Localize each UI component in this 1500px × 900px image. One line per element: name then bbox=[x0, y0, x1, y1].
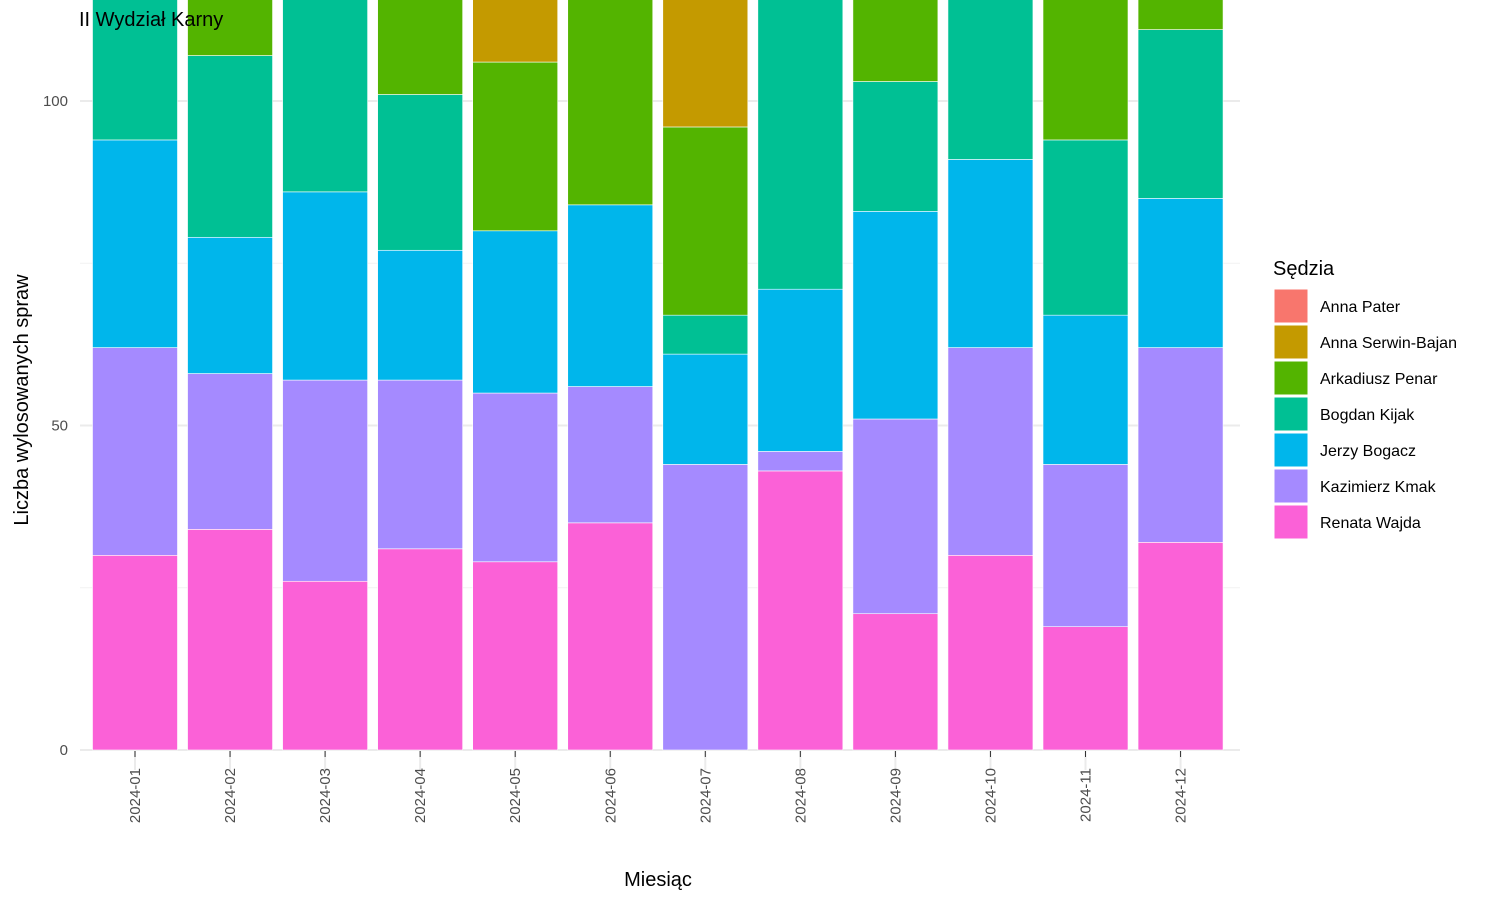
bar-segment bbox=[472, 61, 559, 232]
x-tick-label: 2024-03 bbox=[317, 768, 334, 823]
x-tick-label: 2024-02 bbox=[222, 768, 239, 823]
bar-segment bbox=[757, 470, 844, 751]
bar-segment bbox=[472, 561, 559, 751]
bar-segment bbox=[757, 0, 844, 290]
bar-segment bbox=[947, 0, 1034, 160]
bar-segment bbox=[187, 55, 273, 238]
bar-segment bbox=[377, 0, 463, 95]
legend-swatch bbox=[1273, 468, 1309, 504]
bar-segment bbox=[852, 418, 939, 615]
bar-segment bbox=[567, 522, 654, 751]
bar-segment bbox=[377, 548, 463, 751]
bar-segment bbox=[377, 249, 463, 381]
bar-segment bbox=[472, 0, 559, 63]
x-tick-label: 2024-12 bbox=[1173, 768, 1190, 823]
x-tick-label: 2024-08 bbox=[792, 768, 809, 823]
bar-segment bbox=[662, 314, 749, 355]
bar-segment bbox=[1137, 347, 1224, 543]
x-tick-label: 2024-07 bbox=[697, 768, 714, 823]
bar-segment bbox=[377, 94, 463, 251]
bar-segment bbox=[1137, 542, 1224, 751]
bar-segment bbox=[1137, 198, 1224, 348]
bar-segment bbox=[282, 0, 368, 193]
legend: Sędzia Anna Pater Anna Serwin-Bajan Arkadi… bbox=[1273, 258, 1457, 540]
bars bbox=[92, 0, 1224, 751]
bar-segment bbox=[282, 191, 368, 381]
bar-segment bbox=[187, 0, 273, 56]
bar-segment bbox=[92, 139, 178, 348]
bar-segment bbox=[1137, 0, 1224, 30]
bar-segment bbox=[1042, 464, 1129, 627]
bar-segment bbox=[187, 373, 273, 530]
bar-segment bbox=[947, 159, 1034, 348]
legend-label: Arkadiusz Penar bbox=[1320, 371, 1438, 388]
bar-segment bbox=[377, 379, 463, 550]
bar-segment bbox=[282, 379, 368, 582]
bar-segment bbox=[187, 529, 273, 751]
legend-label: Anna Pater bbox=[1320, 299, 1401, 316]
legend-title: Sędzia bbox=[1273, 258, 1335, 280]
legend-label: Renata Wajda bbox=[1320, 515, 1421, 532]
x-tick-label: 2024-04 bbox=[412, 768, 429, 823]
bar-segment bbox=[567, 204, 654, 387]
bar-segment bbox=[757, 451, 844, 472]
legend-swatch bbox=[1273, 432, 1309, 468]
x-axis: 2024-01 2024-02 2024-03 2024-04 2024-05 2024-… bbox=[127, 751, 1190, 823]
x-tick-label: 2024-10 bbox=[982, 768, 999, 823]
bar-segment bbox=[1137, 29, 1224, 199]
bar-segment bbox=[472, 392, 559, 563]
legend-label: Anna Serwin-Bajan bbox=[1320, 335, 1457, 352]
bar-segment bbox=[567, 0, 654, 206]
bar-segment bbox=[947, 347, 1034, 556]
y-tick-label: 0 bbox=[60, 742, 68, 759]
y-axis-title: Liczba wylosowanych spraw bbox=[11, 274, 33, 526]
legend-swatch bbox=[1273, 504, 1309, 540]
bar-segment bbox=[852, 613, 939, 751]
legend-swatch bbox=[1273, 396, 1309, 432]
legend-label: Kazimierz Kmak bbox=[1320, 479, 1437, 496]
bar-segment bbox=[1042, 0, 1129, 141]
legend-label: Jerzy Bogacz bbox=[1320, 443, 1416, 460]
x-axis-title: Miesiąc bbox=[624, 869, 692, 891]
bar-segment bbox=[92, 0, 178, 141]
bar-segment bbox=[662, 464, 749, 751]
bar-segment bbox=[92, 347, 178, 556]
bar-segment bbox=[1042, 626, 1129, 751]
legend-swatch bbox=[1273, 288, 1309, 324]
bar-segment bbox=[567, 386, 654, 524]
bar-segment bbox=[92, 554, 178, 751]
x-tick-label: 2024-09 bbox=[887, 768, 904, 823]
chart-title: II Wydział Karny bbox=[79, 9, 223, 31]
legend-label: Bogdan Kijak bbox=[1320, 407, 1415, 424]
bar-segment bbox=[187, 236, 273, 374]
bar-segment bbox=[1042, 314, 1129, 465]
y-axis: 050100150200 bbox=[43, 93, 68, 759]
bar-segment bbox=[472, 230, 559, 394]
legend-swatch bbox=[1273, 324, 1309, 360]
bar-segment bbox=[852, 211, 939, 420]
y-tick-label: 50 bbox=[51, 418, 68, 435]
bar-segment bbox=[662, 0, 749, 128]
bar-segment bbox=[947, 554, 1034, 751]
bar-segment bbox=[282, 580, 368, 751]
bar-segment bbox=[1042, 139, 1129, 316]
bar-segment bbox=[662, 126, 749, 316]
x-tick-label: 2024-11 bbox=[1078, 768, 1095, 822]
x-tick-label: 2024-01 bbox=[127, 768, 144, 823]
y-tick-label: 100 bbox=[43, 93, 68, 110]
bar-segment bbox=[852, 81, 939, 212]
x-tick-label: 2024-05 bbox=[507, 768, 524, 823]
x-tick-label: 2024-06 bbox=[602, 768, 619, 823]
legend-swatch bbox=[1273, 360, 1309, 396]
bar-segment bbox=[662, 353, 749, 465]
bar-segment bbox=[757, 288, 844, 452]
bar-segment bbox=[852, 0, 939, 82]
